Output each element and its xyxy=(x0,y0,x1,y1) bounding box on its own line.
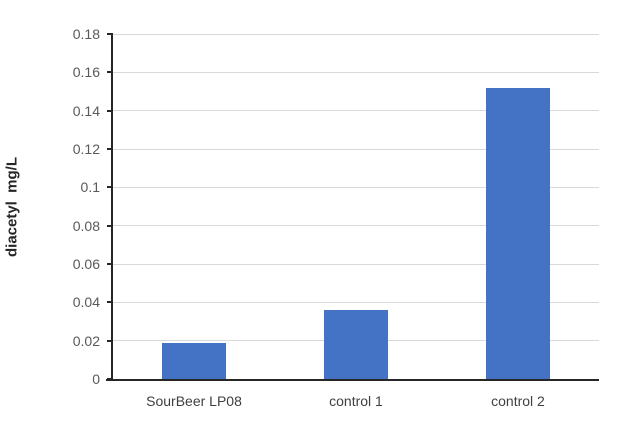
y-axis-tick-label: 0.04 xyxy=(72,294,100,311)
x-axis-category-label-control-2: control 2 xyxy=(491,393,545,409)
y-gridline xyxy=(113,110,599,112)
bar-sourbeer-lp08 xyxy=(162,342,226,379)
x-axis-category-label-sourbeer-lp08: SourBeer LP08 xyxy=(146,393,242,409)
y-gridline xyxy=(113,148,599,150)
y-axis-tick-label: 0.02 xyxy=(72,332,100,349)
y-axis-tick xyxy=(107,71,113,74)
y-gridline xyxy=(113,225,599,227)
y-axis-tick-label: 0 xyxy=(92,371,100,387)
y-axis-tick xyxy=(107,224,113,227)
y-gridline xyxy=(113,186,599,188)
x-axis-category-label-control-1: control 1 xyxy=(329,393,383,409)
y-gridline xyxy=(113,33,599,35)
y-axis-tick-label: 0.06 xyxy=(72,256,100,272)
y-axis-tick xyxy=(107,339,113,342)
y-gridline xyxy=(113,71,599,73)
y-axis-tick xyxy=(107,148,113,150)
bar-control-2 xyxy=(486,87,550,379)
y-axis-line xyxy=(111,34,113,379)
bar-control-1 xyxy=(324,310,388,379)
y-axis-tick-label: 0.14 xyxy=(72,102,100,119)
y-axis-tick xyxy=(107,263,113,265)
y-axis-tick-label: 0.08 xyxy=(72,217,100,234)
y-axis-title-text: diacetyl mg/L xyxy=(3,156,21,258)
y-axis-tick xyxy=(107,186,113,189)
y-axis-tick-label: 0.18 xyxy=(72,26,100,42)
y-axis-tick xyxy=(107,33,113,35)
x-axis-line xyxy=(106,379,599,381)
y-axis-tick-label: 0.1 xyxy=(80,179,100,196)
y-axis-tick-label: 0.12 xyxy=(72,141,100,157)
y-gridline xyxy=(113,301,599,303)
y-axis-tick xyxy=(107,301,113,304)
y-gridline xyxy=(113,263,599,265)
y-axis-tick-label: 0.16 xyxy=(72,64,100,81)
y-axis-tick xyxy=(107,109,113,112)
